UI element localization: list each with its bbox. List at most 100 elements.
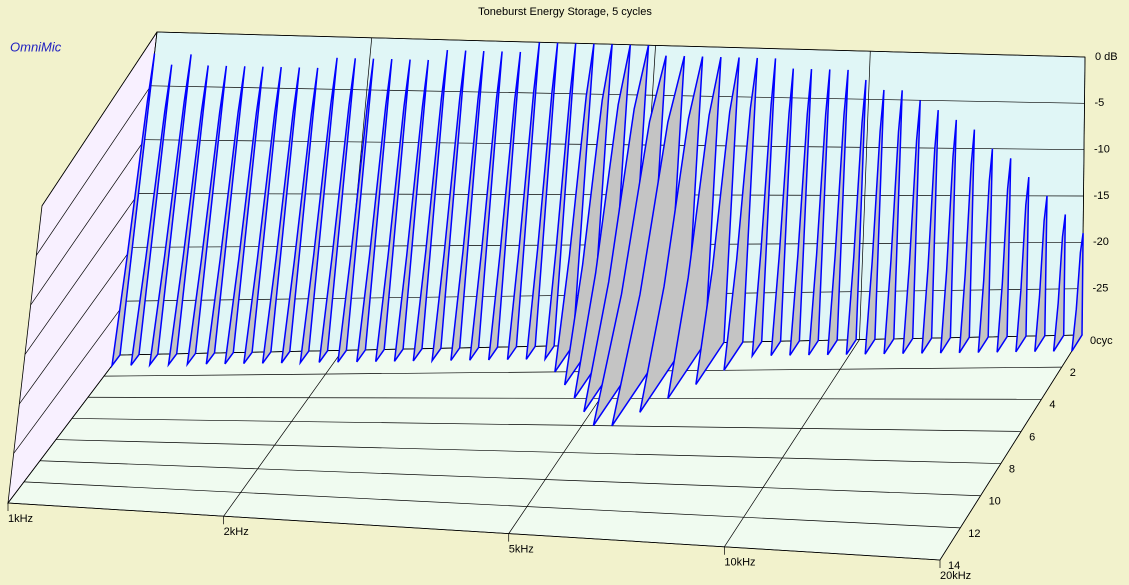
decay-slice: [374, 59, 411, 363]
z-tick-label: -25: [1093, 283, 1109, 295]
slice: [356, 59, 393, 363]
x-tick-label: 10kHz: [724, 557, 755, 569]
grid-line: [156, 31, 1086, 58]
grid-line: [41, 31, 158, 207]
z-tick-label: 0 dB: [1095, 51, 1118, 63]
grid-line: [7, 354, 121, 504]
decay-slice: [563, 44, 613, 386]
decay-slice: [573, 44, 632, 399]
slice: [977, 148, 994, 353]
grid-line: [39, 460, 981, 497]
z-tick-label: -5: [1095, 97, 1105, 109]
decay-slice: [130, 64, 173, 366]
decay-slice: [808, 69, 831, 356]
slice: [883, 90, 903, 355]
grid-line: [55, 439, 1001, 464]
decay-slice: [167, 65, 209, 368]
slice: [996, 158, 1012, 353]
grid-line: [23, 481, 961, 529]
decay-slice: [583, 45, 650, 413]
decay-slice: [412, 50, 449, 362]
slice: [695, 57, 740, 385]
decay-slice: [751, 58, 777, 359]
slice: [130, 64, 173, 366]
grid-line: [150, 85, 1085, 104]
y-tick-label: 6: [1029, 431, 1035, 443]
slice: [280, 67, 319, 364]
y-tick-label: 4: [1049, 399, 1055, 411]
slice: [902, 100, 921, 355]
slice: [751, 58, 777, 359]
slice: [583, 45, 650, 413]
decay-slice: [826, 69, 849, 356]
decay-slice: [299, 57, 338, 366]
decay-slice: [977, 148, 994, 353]
grid-line: [13, 300, 127, 454]
decay-slice: [431, 50, 467, 364]
slice: [393, 59, 430, 362]
slice: [318, 58, 357, 363]
decay-slice: [695, 57, 740, 385]
grid-line: [859, 51, 871, 340]
slice: [1052, 214, 1067, 352]
grid-line: [223, 350, 343, 517]
chart-title: Toneburst Energy Storage, 5 cycles: [478, 6, 652, 18]
decay-slice: [110, 53, 156, 369]
grid-line: [30, 139, 145, 306]
slice: [544, 43, 577, 362]
slice: [167, 65, 209, 368]
grid-line: [71, 418, 1022, 432]
decay-slice: [1015, 177, 1030, 353]
slice: [808, 69, 831, 356]
slice: [958, 129, 976, 354]
decay-slice: [469, 51, 503, 361]
slice: [224, 66, 264, 365]
decay-slice: [770, 68, 795, 357]
y-tick-label: 12: [968, 528, 980, 540]
slice: [789, 69, 813, 356]
decay-slice: [939, 119, 958, 354]
slice: [412, 50, 449, 362]
x-tick-label: 20kHz: [940, 570, 971, 582]
z-tick-label: -15: [1094, 190, 1110, 202]
decay-slice: [525, 42, 559, 360]
decay-slice: [667, 56, 722, 399]
slice: [337, 58, 375, 363]
decay-slice: [864, 89, 885, 355]
z-tick-label: -20: [1093, 236, 1109, 248]
z-tick-label: -10: [1094, 144, 1110, 156]
slice: [939, 119, 958, 354]
decay-slice: [789, 69, 813, 356]
decay-slice: [544, 43, 577, 362]
x-tick-label: 5kHz: [509, 544, 534, 556]
grid-line: [724, 339, 860, 548]
slice: [110, 53, 156, 369]
decay-slice: [723, 57, 759, 371]
slice: [261, 67, 301, 364]
slice: [1015, 177, 1030, 353]
slice: [450, 51, 485, 361]
decay-slice: [921, 110, 939, 354]
decay-slice: [845, 79, 867, 355]
slice: [469, 51, 503, 361]
slice: [563, 44, 613, 386]
grid-line: [24, 193, 139, 355]
decay-slice: [393, 59, 430, 362]
brand: OmniMic: [10, 39, 62, 54]
grid-line: [36, 85, 152, 256]
decay-slice: [883, 90, 903, 355]
slice: [864, 89, 885, 355]
y-tick-label: 14: [948, 560, 960, 572]
decay-slice: [205, 66, 246, 365]
decay-slice: [450, 51, 485, 361]
decay-slice: [356, 59, 393, 363]
slice: [667, 56, 722, 399]
slice: [1071, 232, 1084, 352]
slice: [299, 57, 338, 366]
slice: [243, 66, 282, 365]
y-tick-label: 0cyc: [1090, 335, 1113, 347]
slice: [770, 68, 795, 357]
slice: [921, 110, 939, 354]
decay-slice: [487, 51, 522, 361]
